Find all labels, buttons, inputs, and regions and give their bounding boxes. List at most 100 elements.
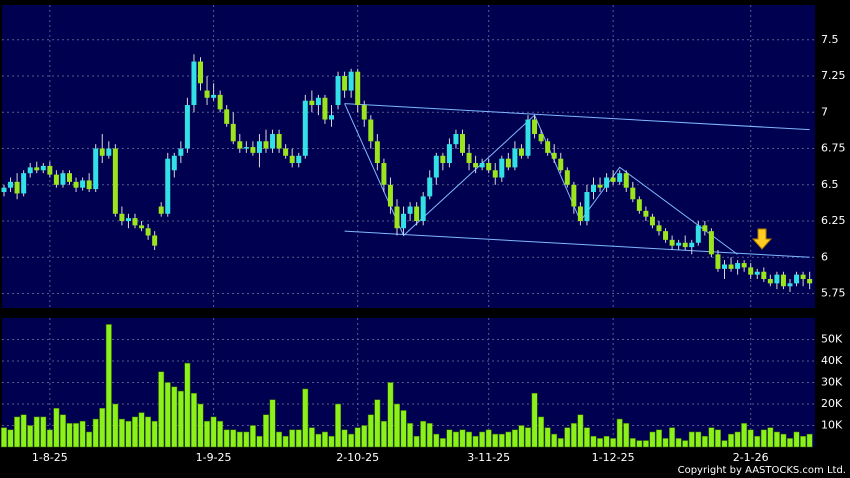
- volume-bar: [302, 388, 309, 448]
- candle-body: [748, 267, 754, 275]
- candle-body: [93, 148, 99, 190]
- candle-body: [610, 177, 616, 182]
- volume-bar: [787, 438, 793, 448]
- candle-body: [558, 158, 564, 171]
- candle-body: [21, 173, 27, 194]
- volume-bar: [79, 420, 86, 448]
- volume-bar: [564, 427, 571, 448]
- candle-body: [597, 184, 603, 188]
- candle-body: [230, 123, 236, 142]
- volume-bar: [348, 433, 355, 448]
- candle-body: [446, 144, 452, 164]
- volume-bar: [656, 429, 662, 448]
- candle-body: [152, 235, 158, 246]
- volume-bar: [610, 438, 617, 448]
- candle-body: [139, 225, 145, 229]
- volume-bar: [112, 403, 119, 448]
- volume-bar: [538, 416, 545, 448]
- volume-bar: [446, 429, 453, 448]
- candle-body: [532, 119, 538, 135]
- candle-body: [53, 174, 59, 185]
- candle-body: [302, 100, 308, 156]
- candle-body: [125, 218, 131, 222]
- candle-body: [47, 165, 53, 175]
- volume-bar: [256, 436, 263, 448]
- y-tick-label: 6.25: [821, 214, 846, 227]
- candle-body: [584, 192, 590, 222]
- volume-bar: [701, 436, 708, 448]
- volume-bar: [217, 420, 224, 448]
- volume-bar: [773, 431, 780, 448]
- candle-body: [715, 254, 721, 269]
- candle-body: [40, 165, 46, 171]
- volume-bar: [603, 436, 610, 448]
- volume-bar: [243, 431, 250, 448]
- candle-body: [401, 213, 407, 229]
- volume-bar: [525, 427, 531, 448]
- candle-body: [276, 134, 282, 149]
- candle-body: [1, 187, 7, 193]
- volume-bar: [1, 427, 7, 448]
- candle-body: [538, 134, 544, 142]
- candle-body: [14, 181, 20, 194]
- volume-bar: [33, 416, 40, 448]
- candle-body: [243, 147, 249, 149]
- volume-bar: [27, 425, 34, 448]
- x-tick-label: 2-10-25: [336, 451, 379, 464]
- volume-bar: [413, 436, 420, 448]
- volume-bar: [767, 427, 774, 448]
- candle-body: [479, 163, 485, 168]
- volume-bar: [210, 416, 217, 448]
- candle-body: [591, 184, 596, 193]
- candle-body: [564, 170, 570, 185]
- volume-bar: [439, 438, 446, 448]
- volume-bar: [171, 386, 178, 448]
- volume-bar: [662, 438, 669, 448]
- candle-body: [34, 167, 40, 171]
- candle-body: [106, 148, 112, 156]
- price-panel: [2, 5, 815, 308]
- candle-body: [211, 94, 217, 98]
- candle-body: [296, 155, 302, 164]
- volume-bar: [387, 382, 394, 448]
- volume-bar: [269, 399, 276, 448]
- volume-bar: [511, 429, 518, 448]
- candle-body: [440, 155, 446, 164]
- y-tick-label: 10K: [821, 419, 843, 432]
- volume-bar: [708, 427, 715, 448]
- candle-body: [623, 173, 629, 188]
- volume-bar: [426, 423, 433, 448]
- candle-body: [315, 97, 321, 106]
- candle-body: [198, 61, 203, 84]
- candle-body: [145, 228, 151, 236]
- candle-body: [512, 148, 518, 168]
- y-tick-label: 7.5: [821, 33, 839, 46]
- candle-body: [774, 274, 780, 284]
- candle-body: [217, 94, 223, 110]
- volume-bar: [394, 403, 400, 448]
- candle-body: [460, 134, 465, 153]
- candle-body: [158, 206, 164, 214]
- volume-bar: [459, 429, 466, 448]
- candle-body: [453, 134, 459, 145]
- trend-line: [344, 230, 810, 258]
- candle-body: [617, 173, 623, 182]
- volume-bar: [420, 420, 427, 448]
- volume-bar: [125, 420, 132, 448]
- volume-bar: [132, 416, 138, 448]
- volume-bar: [741, 423, 748, 448]
- candle-body: [780, 274, 786, 287]
- x-tick-label: 3-11-25: [467, 451, 510, 464]
- candle-body: [8, 181, 14, 188]
- volume-bar: [92, 418, 99, 448]
- volume-bar: [73, 423, 79, 448]
- volume-bar: [40, 416, 47, 448]
- y-tick-label: 6.75: [821, 142, 846, 155]
- candle-body: [518, 148, 524, 156]
- candle-body: [761, 271, 767, 280]
- volume-bar: [367, 414, 374, 448]
- candle-body: [73, 181, 79, 188]
- volume-bar: [544, 427, 551, 448]
- trend-line: [344, 103, 810, 131]
- y-tick-label: 50K: [821, 333, 843, 346]
